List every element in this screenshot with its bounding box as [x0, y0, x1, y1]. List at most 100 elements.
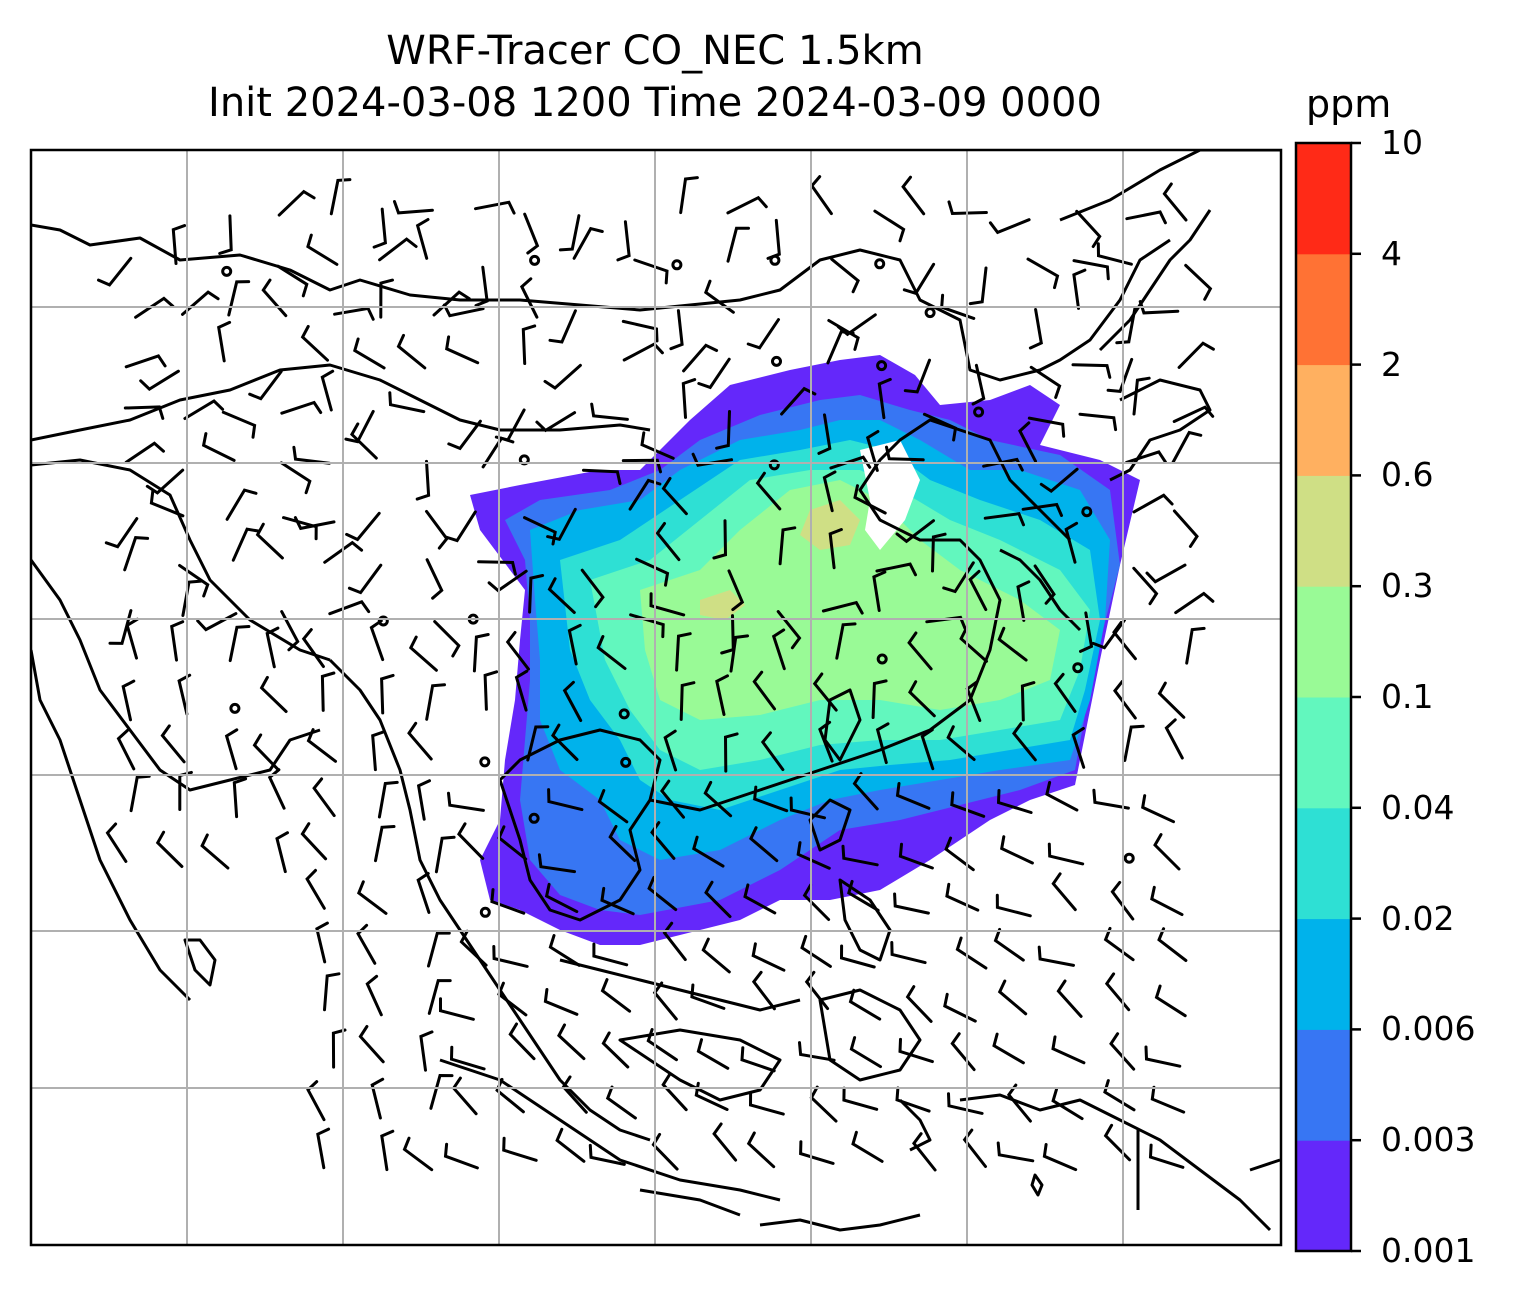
wind-barb	[597, 789, 629, 824]
wind-barb	[306, 233, 339, 266]
wind-barb	[276, 264, 309, 298]
wind-barb	[365, 974, 383, 1017]
wind-barb	[608, 825, 637, 862]
wind-barb	[871, 679, 888, 719]
wind-barb	[1132, 376, 1151, 416]
wind-barb	[851, 1130, 884, 1163]
wind-barb	[835, 622, 857, 660]
wind-barb	[265, 626, 280, 669]
wind-barb	[778, 526, 797, 566]
wind-barb	[171, 224, 187, 265]
wind-barb	[1106, 357, 1134, 393]
calm-wind-marker	[229, 702, 241, 714]
wind-barb	[356, 923, 377, 965]
wind-barb	[997, 626, 1028, 662]
calm-wind-marker	[768, 459, 780, 471]
wind-barb	[1110, 880, 1135, 921]
colorbar-segment	[1296, 918, 1351, 1030]
colorbar-tick-label: 0.003	[1381, 1120, 1476, 1160]
wind-barb	[1171, 430, 1203, 464]
calm-wind-marker	[769, 254, 781, 266]
wind-barb	[743, 883, 777, 915]
wind-barb	[427, 979, 452, 1015]
wind-barb	[439, 997, 475, 1021]
wind-barb	[796, 841, 831, 870]
wind-barb	[1103, 1123, 1132, 1162]
wind-barb	[543, 363, 582, 390]
wind-barb	[301, 628, 325, 668]
wind-barb	[514, 669, 529, 712]
wind-barb	[1144, 1045, 1182, 1068]
wind-barb	[582, 468, 622, 485]
wind-barb	[116, 729, 136, 771]
wind-barb	[333, 306, 375, 321]
wind-barb	[416, 779, 431, 821]
wind-barb	[809, 1085, 838, 1123]
wind-barb	[628, 478, 662, 511]
wind-barb	[170, 620, 185, 662]
wind-barb	[477, 560, 517, 576]
wind-barb	[1029, 365, 1062, 399]
wind-barb	[378, 237, 418, 262]
wind-barb	[1000, 835, 1034, 865]
wind-barb	[1064, 521, 1079, 564]
wind-barb	[408, 635, 438, 672]
colorbar	[1294, 141, 1361, 1253]
map-title-line-2: Init 2024-03-08 1200 Time 2024-03-09 000…	[208, 80, 1102, 126]
wind-barb	[723, 732, 739, 773]
wind-barb	[766, 218, 781, 260]
wind-barb	[922, 412, 958, 442]
calm-wind-marker	[1123, 852, 1135, 864]
wind-barb	[537, 853, 576, 874]
wind-barb	[661, 476, 688, 516]
wind-barb	[1162, 182, 1188, 222]
wind-barb	[259, 675, 288, 713]
wind-barb	[427, 931, 451, 968]
wind-barb	[996, 1141, 1035, 1163]
wind-barb	[1109, 1032, 1136, 1071]
wind-barb	[267, 768, 286, 810]
wind-barb	[996, 789, 1033, 814]
wind-barb	[1096, 242, 1133, 266]
wind-barb	[875, 722, 890, 765]
wind-barb	[912, 1132, 937, 1172]
wind-barb	[1103, 926, 1135, 962]
calm-wind-marker	[924, 307, 936, 319]
wind-barb	[895, 519, 935, 544]
wind-barb	[877, 377, 892, 420]
wind-barb	[218, 214, 233, 255]
wind-barb	[955, 936, 988, 970]
wind-barb	[959, 626, 988, 663]
wind-barb	[546, 507, 577, 542]
wind-barb	[749, 826, 779, 863]
wind-barb	[746, 318, 780, 350]
wind-barb	[380, 1129, 395, 1172]
wind-barb	[300, 822, 328, 861]
wind-barb	[306, 728, 337, 763]
wind-barb	[848, 988, 882, 1021]
calm-wind-marker	[876, 360, 888, 372]
wind-barb	[690, 983, 726, 1010]
wind-barb	[345, 511, 381, 542]
wind-barb	[447, 419, 482, 451]
wind-barb	[849, 1036, 882, 1069]
wind-barb	[300, 325, 329, 362]
wind-barb	[605, 1085, 637, 1120]
wind-barb	[592, 942, 629, 967]
wind-barb	[200, 833, 230, 870]
wind-barb	[902, 262, 936, 296]
wind-barb	[616, 220, 631, 262]
wind-barb	[1148, 1143, 1185, 1169]
wind-barb	[1164, 718, 1184, 760]
wind-barb	[306, 1080, 326, 1122]
calm-wind-marker	[874, 258, 886, 270]
wind-barb	[447, 791, 485, 812]
wind-barb	[802, 883, 831, 921]
wind-barb	[600, 978, 632, 1013]
wind-barb	[228, 625, 251, 663]
wind-barb	[908, 680, 936, 718]
calm-wind-marker	[671, 259, 683, 271]
wind-barb	[1157, 927, 1188, 962]
wind-barb	[895, 782, 931, 810]
wind-barb	[943, 992, 977, 1023]
